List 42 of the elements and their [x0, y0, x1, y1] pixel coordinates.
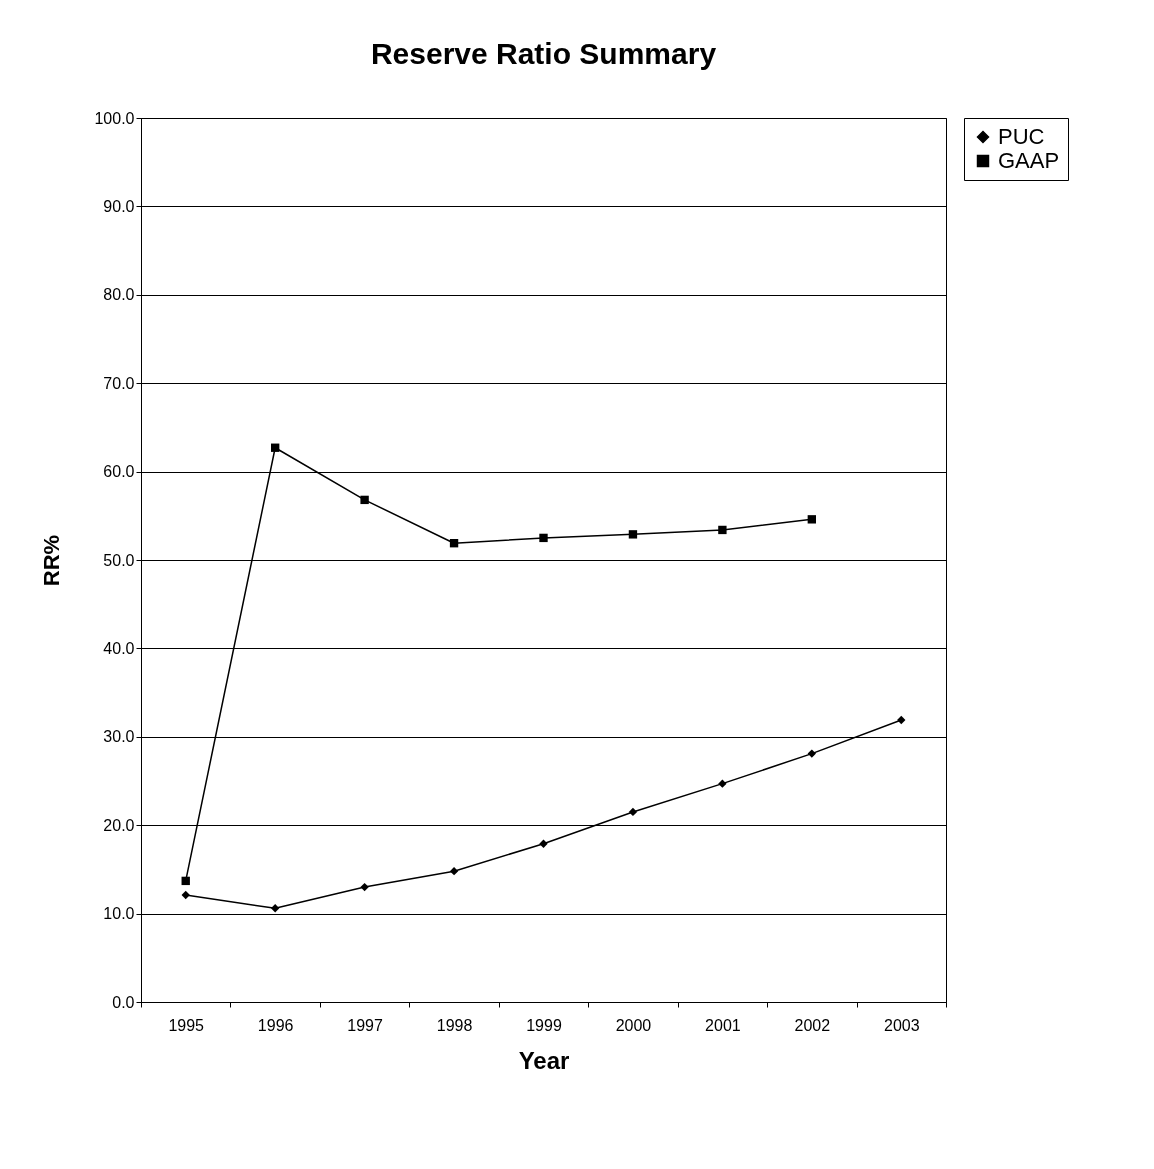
- point: [181, 876, 190, 886]
- point: [181, 890, 190, 900]
- x-tick-label: 2000: [615, 1016, 652, 1034]
- x-tick-label: 1995: [168, 1016, 205, 1034]
- y-tick-label: 0.0: [112, 993, 135, 1011]
- y-tick-label: 50.0: [103, 551, 135, 569]
- x-tick-label: 1997: [347, 1016, 384, 1034]
- point: [807, 515, 817, 524]
- point: [449, 866, 459, 876]
- point: [360, 882, 369, 892]
- x-tick-label: 1998: [436, 1016, 473, 1034]
- y-tick-label: 90.0: [103, 197, 135, 215]
- legend-label: PUC: [998, 124, 1045, 149]
- point: [539, 533, 548, 543]
- point: [628, 807, 638, 817]
- x-tick-label: 2002: [794, 1016, 831, 1034]
- x-tick-label: 1999: [526, 1016, 562, 1034]
- point: [360, 495, 369, 505]
- chart-title: Reserve Ratio Summary: [370, 37, 717, 70]
- x-tick-label: 1996: [257, 1016, 294, 1034]
- x-axis-title: Year: [518, 1046, 570, 1074]
- x-tick-label: 2001: [705, 1016, 741, 1034]
- x-tick-label: 2003: [883, 1016, 920, 1034]
- legend-label: GAAP: [998, 148, 1060, 173]
- y-tick-label: 40.0: [103, 639, 135, 657]
- y-tick-label: 20.0: [103, 816, 135, 834]
- y-tick-label: 30.0: [103, 728, 135, 746]
- point: [449, 539, 459, 548]
- y-tick-label: 10.0: [103, 905, 135, 923]
- point: [270, 443, 280, 452]
- y-tick-label: 60.0: [103, 463, 135, 481]
- point: [718, 779, 727, 788]
- point: [897, 715, 906, 725]
- y-axis-title: RR%: [39, 534, 65, 587]
- point: [807, 749, 817, 758]
- point: [270, 904, 280, 913]
- y-tick-label: 100.0: [94, 109, 135, 127]
- y-tick-label: 80.0: [103, 286, 135, 304]
- point: [628, 530, 638, 539]
- point: [539, 839, 548, 848]
- point: [718, 525, 727, 535]
- y-tick-label: 70.0: [103, 374, 135, 392]
